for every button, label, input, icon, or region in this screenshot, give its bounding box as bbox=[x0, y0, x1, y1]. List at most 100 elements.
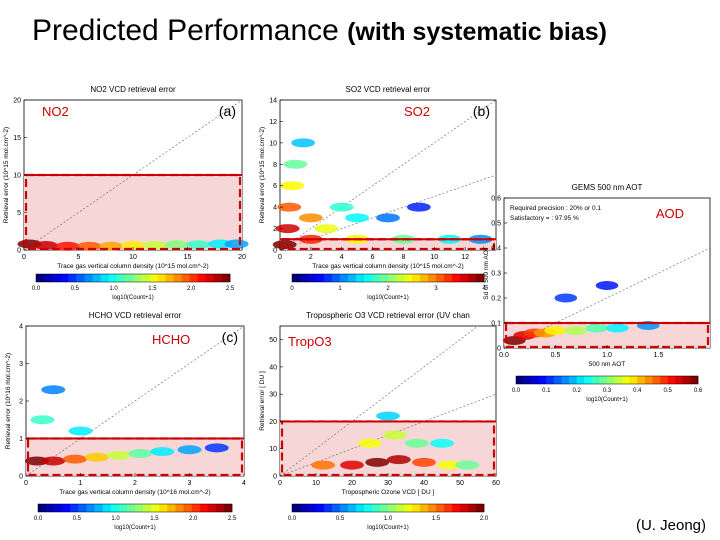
no2-ytick-label-3: 15 bbox=[13, 135, 21, 142]
aod-colorbar-cell-12 bbox=[607, 376, 615, 384]
aod-density-cell-9 bbox=[554, 293, 578, 303]
hcho-ytick-label-2: 2 bbox=[19, 399, 23, 406]
aod-colorbar-tick-1: 0.1 bbox=[542, 388, 551, 394]
so2-ytick-label-2: 4 bbox=[273, 205, 277, 212]
aod-xlabel: 500 nm AOT bbox=[589, 361, 626, 368]
no2-colorbar-cell-1 bbox=[44, 274, 53, 282]
aod-colorbar-cell-21 bbox=[675, 376, 684, 384]
so2-xtick-label-0: 0 bbox=[278, 254, 282, 261]
hcho-colorbar-cell-15 bbox=[159, 504, 168, 512]
no2-chart: NO2 VCD retrieval error 0 5 10 15 20 0 5 10 15 20 T… bbox=[3, 85, 249, 301]
aod-colorbar-cell-0 bbox=[516, 376, 524, 384]
no2-species-label: NO2 bbox=[42, 104, 69, 119]
so2-density-cell-5 bbox=[291, 138, 316, 148]
hcho-colorbar-cell-19 bbox=[191, 504, 200, 512]
no2-density-cell-1 bbox=[33, 241, 58, 250]
tropo3-ytick-label-5: 50 bbox=[269, 337, 277, 344]
aod-species-label: AOD bbox=[656, 206, 684, 221]
tropo3-xtick-label-0: 0 bbox=[278, 480, 282, 487]
so2-xtick-label-2: 4 bbox=[340, 254, 344, 261]
hcho-highlight-box bbox=[26, 437, 244, 477]
aod-annotation-0: Required precision : 20% or 0.1 bbox=[510, 205, 601, 212]
hcho-colorbar-cell-7 bbox=[94, 504, 103, 512]
aod-ytick-label-6: 0.6 bbox=[491, 196, 501, 203]
hcho-density-cell-1 bbox=[41, 456, 66, 466]
aod-colorbar-cell-11 bbox=[599, 376, 608, 384]
no2-colorbar-tick-5: 2.5 bbox=[226, 286, 235, 292]
aod-colorbar-cell-4 bbox=[546, 376, 555, 384]
no2-colorbar-cell-0 bbox=[36, 274, 45, 282]
so2-ytick-label-6: 12 bbox=[269, 119, 277, 126]
aod-colorbar-cell-1 bbox=[523, 376, 532, 384]
no2-colorbar-frame bbox=[35, 273, 231, 283]
no2-xtick-label-1: 5 bbox=[77, 254, 81, 261]
tropo3-ytick-label-1: 10 bbox=[269, 446, 277, 453]
no2-xtick-label-4: 20 bbox=[238, 254, 246, 261]
hcho-xtick-label-4: 4 bbox=[242, 480, 246, 487]
hcho-chart: HCHO VCD retrieval error 0 1 2 3 4 0 1 2 3 4 Trace … bbox=[5, 311, 246, 531]
hcho-colorbar-cell-9 bbox=[110, 504, 120, 512]
aod-colorbar-frame bbox=[515, 375, 699, 385]
so2-colorbar-cell-8 bbox=[356, 274, 365, 282]
so2-plot-frame bbox=[279, 99, 497, 251]
tropo3-ylabel: Retrieval error [ DU ] bbox=[259, 371, 266, 431]
tropo3-colorbar-cell-13 bbox=[396, 504, 405, 512]
tropo3-colorbar-cell-4 bbox=[324, 504, 333, 512]
hcho-colorbar-cell-11 bbox=[126, 504, 136, 512]
hcho-ytick-label-3: 3 bbox=[19, 361, 23, 368]
so2-xlabel: Trace gas vertical column density (10^15… bbox=[312, 263, 463, 270]
hcho-colorbar-cell-17 bbox=[175, 504, 184, 512]
aod-colorbar-cell-17 bbox=[644, 376, 653, 384]
tropo3-colorbar-cell-20 bbox=[452, 504, 461, 512]
so2-ytick-label-3: 6 bbox=[273, 183, 277, 190]
credit-text: (U. Jeong) bbox=[635, 517, 706, 534]
so2-highlight-box bbox=[280, 238, 496, 251]
no2-colorbar-cell-17 bbox=[173, 274, 182, 282]
aod-chart: GEMS 500 nm AOT 0.0 0.5 1.0 1.5 0.0 0.1 0.2 0.3 0… bbox=[483, 183, 711, 403]
aod-colorbar-cell-7 bbox=[569, 376, 577, 384]
so2-ytick-label-5: 10 bbox=[269, 140, 277, 147]
tropo3-colorbar-tick-4: 2.0 bbox=[480, 516, 489, 522]
tropo3-colorbar-cell-23 bbox=[476, 504, 485, 512]
hcho-density-cell-7 bbox=[177, 445, 202, 455]
hcho-colorbar-cell-12 bbox=[135, 504, 144, 512]
no2-colorbar-tick-1: 0.5 bbox=[71, 286, 80, 292]
so2-ytick-label-7: 14 bbox=[269, 98, 277, 105]
no2-panel-tag: (a) bbox=[219, 103, 236, 119]
hcho-reference-line-0 bbox=[25, 325, 245, 477]
aod-colorbar-cell-5 bbox=[553, 376, 562, 384]
hcho-title: HCHO VCD retrieval error bbox=[89, 311, 182, 320]
no2-title: NO2 VCD retrieval error bbox=[90, 85, 176, 94]
tropo3-colorbar-cell-8 bbox=[356, 504, 365, 512]
aod-colorbar-cell-20 bbox=[667, 376, 676, 384]
hcho-xlabel: Trace gas vertical column density (10^16… bbox=[59, 489, 210, 496]
so2-colorbar-cell-13 bbox=[396, 274, 405, 282]
no2-density-cell-2 bbox=[55, 241, 80, 251]
hcho-density-cell-9 bbox=[30, 415, 55, 425]
no2-density-cell-8 bbox=[186, 240, 211, 250]
hcho-colorbar-tick-1: 0.5 bbox=[73, 516, 82, 522]
tropo3-density-cell-11 bbox=[376, 411, 400, 421]
tropo3-xtick-label-1: 10 bbox=[312, 480, 320, 487]
hcho-colorbar-cell-5 bbox=[78, 504, 87, 512]
no2-colorbar-tick-2: 1.0 bbox=[109, 286, 118, 292]
aod-colorbar-cell-15 bbox=[629, 376, 638, 384]
aod-density-cell-10 bbox=[595, 281, 619, 290]
tropo3-highlight-box bbox=[280, 420, 496, 477]
tropo3-colorbar-cell-5 bbox=[332, 504, 341, 512]
no2-colorbar-cell-4 bbox=[68, 274, 77, 282]
so2-colorbar-tick-2: 2 bbox=[386, 286, 390, 292]
tropo3-colorbar-cell-9 bbox=[364, 504, 373, 512]
no2-colorbar-cell-20 bbox=[197, 274, 207, 282]
no2-colorbar-tick-0: 0.0 bbox=[32, 286, 41, 292]
no2-colorbar-tick-3: 1.5 bbox=[148, 286, 157, 292]
tropo3-colorbar-frame bbox=[291, 503, 485, 513]
hcho-colorbar-cell-13 bbox=[143, 504, 152, 512]
no2-ytick-label-4: 20 bbox=[13, 98, 21, 105]
no2-colorbar-cell-3 bbox=[60, 274, 69, 282]
tropo3-ytick-label-4: 40 bbox=[269, 364, 277, 371]
tropo3-xtick-label-3: 30 bbox=[384, 480, 392, 487]
tropo3-colorbar-cell-19 bbox=[444, 504, 453, 512]
no2-colorbar-cell-21 bbox=[205, 274, 215, 282]
aod-colorbar-cell-22 bbox=[682, 376, 691, 384]
